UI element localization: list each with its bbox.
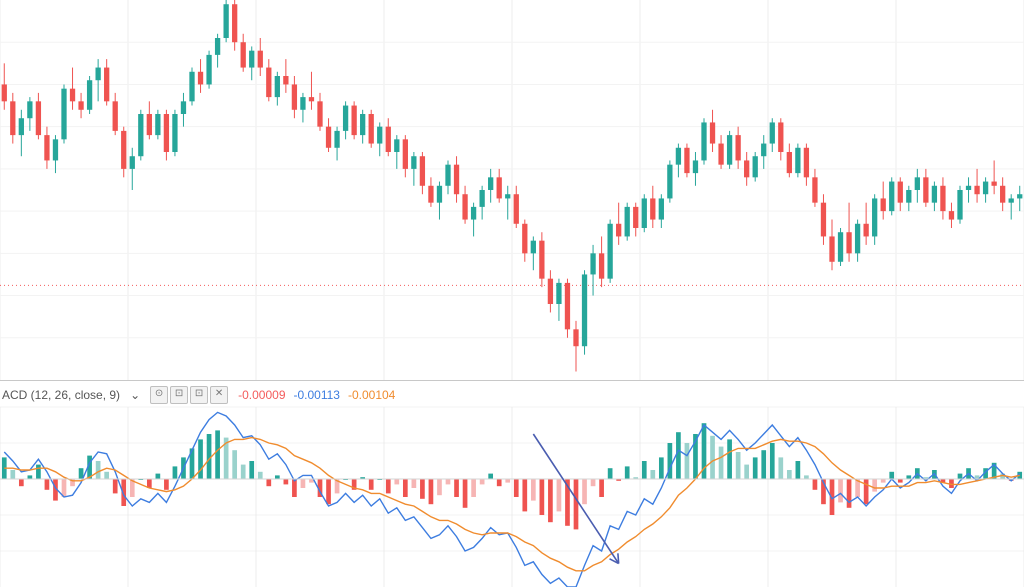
indicator-macd-value: -0.00113 [294, 388, 340, 402]
indicator-signal-value: -0.00104 [348, 388, 395, 402]
collapse-icon[interactable]: ⌄ [128, 388, 142, 402]
indicator-legend: ACD (12, 26, close, 9) ⌄ ⊙ ⊡ ⊡ ✕ -0.0000… [0, 385, 395, 405]
indicator-btn-settings[interactable]: ⊡ [170, 386, 188, 404]
macd-panel[interactable]: ACD (12, 26, close, 9) ⌄ ⊙ ⊡ ⊡ ✕ -0.0000… [0, 381, 1024, 587]
indicator-btn-visibility[interactable]: ⊙ [150, 386, 168, 404]
indicator-buttons: ⊙ ⊡ ⊡ ✕ [150, 386, 230, 404]
indicator-name: ACD (12, 26, close, 9) [2, 388, 120, 402]
indicator-hist-value: -0.00009 [238, 388, 285, 402]
indicator-btn-more[interactable]: ⊡ [190, 386, 208, 404]
indicator-btn-close[interactable]: ✕ [210, 386, 228, 404]
candlestick-panel[interactable] [0, 0, 1024, 380]
